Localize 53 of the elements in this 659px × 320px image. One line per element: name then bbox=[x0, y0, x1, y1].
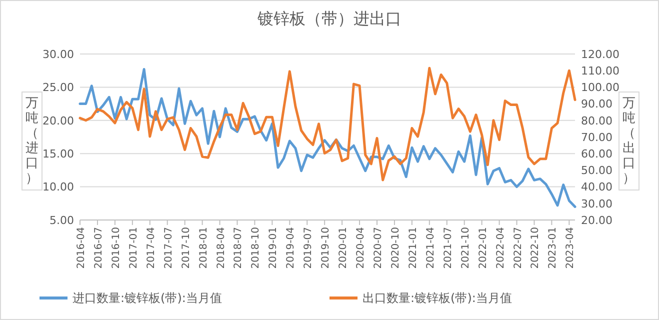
chart-title: 镀锌板（带）进出口 bbox=[256, 9, 402, 28]
x-tick-label: 2019-01 bbox=[268, 227, 280, 269]
y2-tick-label: 40.00 bbox=[581, 180, 612, 194]
x-tick-label: 2018-04 bbox=[216, 227, 227, 269]
x-tick-label: 2017-04 bbox=[146, 227, 157, 269]
x-tick-label: 2022-04 bbox=[495, 227, 506, 269]
x-tick-label: 2021-10 bbox=[460, 227, 472, 269]
x-tick-label: 2017-01 bbox=[128, 227, 140, 269]
x-tick-label: 2020-04 bbox=[356, 227, 367, 269]
x-tick-label: 2020-01 bbox=[338, 227, 350, 269]
line-series bbox=[78, 66, 576, 182]
x-tick-label: 2018-01 bbox=[198, 227, 210, 269]
x-tick-label: 2016-10 bbox=[110, 227, 122, 269]
y2-tick-label: 60.00 bbox=[581, 147, 612, 160]
x-tick-label: 2023-01 bbox=[548, 227, 559, 269]
x-tick-label: 2020-10 bbox=[390, 227, 402, 269]
x-tick-label: 2016-07 bbox=[93, 227, 104, 269]
line-series bbox=[78, 68, 576, 208]
x-tick-label: 2022-07 bbox=[512, 227, 524, 269]
x-tick-label: 2019-10 bbox=[320, 227, 332, 269]
y-tick-label: 10.00 bbox=[42, 180, 74, 194]
y-tick-label: 25.00 bbox=[42, 81, 74, 94]
y2-tick-label: 90.00 bbox=[581, 98, 612, 111]
x-tick-label: 2023-04 bbox=[565, 227, 576, 269]
y2-tick-label: 80.00 bbox=[581, 114, 612, 128]
x-tick-label: 2019-04 bbox=[286, 227, 297, 269]
legend-label: 进口数量:镀锌板(带):当月值 bbox=[72, 291, 222, 306]
x-tick-label: 2021-01 bbox=[408, 227, 419, 269]
y-axis-title: 万吨（进口） bbox=[26, 96, 38, 186]
legend-label: 出口数量:镀锌板(带):当月值 bbox=[362, 291, 512, 306]
y2-tick-label: 100.00 bbox=[581, 81, 620, 94]
y2-tick-label: 120.00 bbox=[581, 48, 620, 61]
y2-tick-label: 70.00 bbox=[581, 130, 612, 144]
y2-tick-label: 30.00 bbox=[581, 197, 612, 210]
y-tick-label: 30.00 bbox=[42, 48, 74, 61]
y2-tick-label: 110.00 bbox=[581, 64, 620, 78]
x-tick-label: 2019-07 bbox=[303, 227, 314, 269]
x-tick-label: 2022-01 bbox=[478, 227, 489, 269]
y2-tick-label: 20.00 bbox=[581, 214, 612, 227]
y2-tick-label: 50.00 bbox=[581, 164, 612, 178]
x-tick-label: 2017-10 bbox=[180, 227, 192, 269]
x-tick-label: 2020-07 bbox=[373, 227, 384, 269]
y2-axis-title: 万吨（出口） bbox=[622, 96, 636, 186]
x-tick-label: 2018-10 bbox=[250, 227, 262, 269]
x-tick-label: 2018-07 bbox=[233, 227, 244, 269]
x-tick-label: 2021-07 bbox=[442, 227, 454, 269]
y-tick-label: 20.00 bbox=[42, 114, 74, 128]
x-tick-label: 2016-04 bbox=[76, 227, 87, 269]
x-tick-label: 2022-10 bbox=[530, 227, 542, 269]
x-tick-label: 2021-04 bbox=[425, 227, 436, 269]
y-tick-label: 15.00 bbox=[42, 147, 74, 160]
y-tick-label: 5.00 bbox=[50, 214, 74, 227]
x-tick-label: 2017-07 bbox=[163, 227, 174, 269]
